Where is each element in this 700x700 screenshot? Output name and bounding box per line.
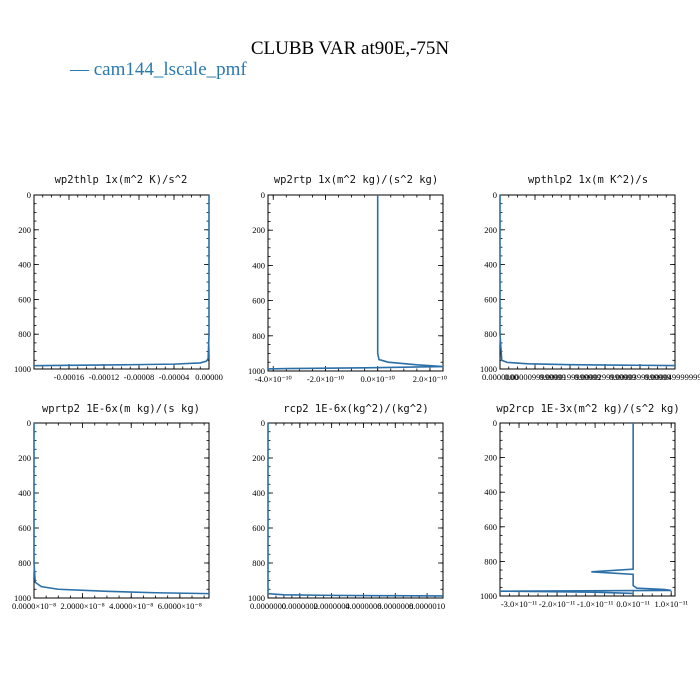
plot-frame (33, 422, 210, 599)
x-tick-label: 0.0000010 (409, 601, 445, 611)
y-tick-label: 400 (252, 260, 265, 270)
plot-frame (33, 194, 210, 370)
y-tick-label: 200 (484, 225, 497, 235)
y-tick-label: 200 (18, 453, 31, 463)
x-tick-label: -4.0×10⁻¹⁰ (255, 374, 293, 384)
y-tick-label: 0 (27, 190, 31, 200)
x-tick-label: 2.0000×10⁻⁸ (61, 601, 105, 611)
panel-wp2rcp: wp2rcp 1E-3x(m^2 kg)/(s^2 kg) 0 200 400 600… (480, 403, 688, 609)
y-tick-label: 600 (484, 522, 497, 532)
x-tick-label: -0.00008 (124, 372, 154, 382)
panel-title: wp2rcp 1E-3x(m^2 kg)/(s^2 kg) (496, 403, 679, 415)
y-tick-label: 0 (493, 418, 497, 428)
x-tick-label: 0.0000×10⁻⁸ (12, 601, 56, 611)
x-tick-label: 2.0×10⁻¹⁰ (413, 374, 448, 384)
y-tick-label: 0 (493, 190, 497, 200)
x-tick-label: 0.0000004 (314, 601, 351, 611)
panel-title: wpthlp2 1x(m K^2)/s (528, 174, 648, 186)
y-tick-label: 0 (261, 418, 265, 428)
x-tick-label: -2.0×10⁻¹¹ (539, 599, 576, 609)
y-tick-label: 800 (252, 331, 265, 341)
figure-title: CLUBB VAR at90E,-75N (251, 38, 450, 59)
x-tick-label: 0.0000499999997 (644, 372, 700, 382)
x-tick-label: 0.0000000 (250, 601, 286, 611)
x-tick-label: 0.0000299999999 (574, 372, 636, 382)
x-tick-label: -0.00016 (54, 372, 84, 382)
x-tick-label: 0.0×10⁻¹⁰ (361, 374, 396, 384)
x-tick-label: -3.0×10⁻¹¹ (501, 599, 538, 609)
y-tick-label: 600 (252, 296, 265, 306)
panel-title: wp2rtp 1x(m^2 kg)/(s^2 kg) (274, 174, 438, 186)
x-tick-label: 0.0000002 (282, 601, 318, 611)
panel-wprtp2: wprtp2 1E-6x(m kg)/(s kg) 0 200 400 600 800 1… (12, 403, 210, 611)
y-tick-label: 800 (18, 329, 31, 339)
x-tick-label: 0.0000008 (377, 601, 413, 611)
panel-title: wprtp2 1E-6x(m kg)/(s kg) (42, 403, 200, 415)
panel-rcp2: rcp2 1E-6x(kg^2)/(kg^2) 0 200 400 600 800 100… (248, 403, 445, 611)
plot-frame (267, 194, 444, 372)
plot-frame (499, 422, 676, 597)
x-tick-label: -0.00012 (89, 372, 119, 382)
y-tick-label: 1000 (248, 593, 265, 603)
panel-title: wp2thlp 1x(m^2 K)/s^2 (55, 174, 188, 186)
y-tick-label: 200 (484, 453, 497, 463)
plot-frame (499, 194, 676, 370)
y-tick-label: 0 (27, 418, 31, 428)
x-tick-label: 0.0000099999999 (504, 372, 566, 382)
panel-wp2rtp: wp2rtp 1x(m^2 kg)/(s^2 kg) 0 200 400 600 800… (248, 174, 448, 384)
y-tick-label: 800 (18, 558, 31, 568)
y-tick-label: 1000 (480, 364, 497, 374)
x-tick-label: -2.0×10⁻¹⁰ (307, 374, 345, 384)
y-tick-label: 1000 (480, 591, 497, 601)
y-tick-label: 200 (252, 225, 265, 235)
x-tick-label: 0.0×10⁻¹¹ (616, 599, 650, 609)
series-line (33, 423, 210, 595)
series-line (499, 195, 676, 367)
x-tick-label: 1.0×10⁻¹¹ (654, 599, 688, 609)
x-tick-label: 6.0000×10⁻⁸ (158, 601, 202, 611)
x-tick-label: 0.0000000 (482, 372, 518, 382)
y-tick-label: 600 (18, 294, 31, 304)
y-tick-label: 800 (252, 558, 265, 568)
y-tick-label: 400 (484, 260, 497, 270)
y-tick-label: 200 (18, 225, 31, 235)
y-tick-label: 1000 (14, 364, 31, 374)
x-tick-label: 0.0000006 (345, 601, 381, 611)
panel-wp2thlp: wp2thlp 1x(m^2 K)/s^2 0 200 400 600 800 1000 -… (14, 174, 223, 382)
series-line (33, 195, 210, 367)
plot-frame (267, 422, 444, 599)
y-tick-label: 400 (484, 487, 497, 497)
y-tick-label: 0 (261, 190, 265, 200)
y-tick-label: 400 (18, 488, 31, 498)
y-tick-label: 600 (18, 523, 31, 533)
y-tick-label: 800 (484, 329, 497, 339)
y-tick-label: 200 (252, 453, 265, 463)
x-tick-label: 0.00000 (195, 372, 223, 382)
panel-wpthlp2: wpthlp2 1x(m K^2)/s 020040060080010000.0… (480, 174, 700, 382)
panel-title: rcp2 1E-6x(kg^2)/(kg^2) (283, 403, 428, 415)
x-tick-label: 0.0000199999999 (539, 372, 601, 382)
y-tick-label: 1000 (248, 366, 265, 376)
legend-entry: — cam144_lscale_pmf (69, 59, 247, 80)
y-tick-label: 400 (18, 260, 31, 270)
y-tick-label: 600 (252, 523, 265, 533)
y-tick-label: 400 (252, 488, 265, 498)
y-tick-label: 600 (484, 294, 497, 304)
y-tick-label: 1000 (14, 593, 31, 603)
x-tick-label: -0.00004 (159, 372, 190, 382)
series-line (499, 423, 672, 595)
y-tick-label: 800 (484, 556, 497, 566)
x-tick-label: -1.0×10⁻¹¹ (577, 599, 614, 609)
x-tick-label: 4.0000×10⁻⁸ (109, 601, 153, 611)
x-tick-label: 0.0000399999999 (609, 372, 671, 382)
series-line (267, 423, 444, 597)
series-line (267, 195, 444, 370)
